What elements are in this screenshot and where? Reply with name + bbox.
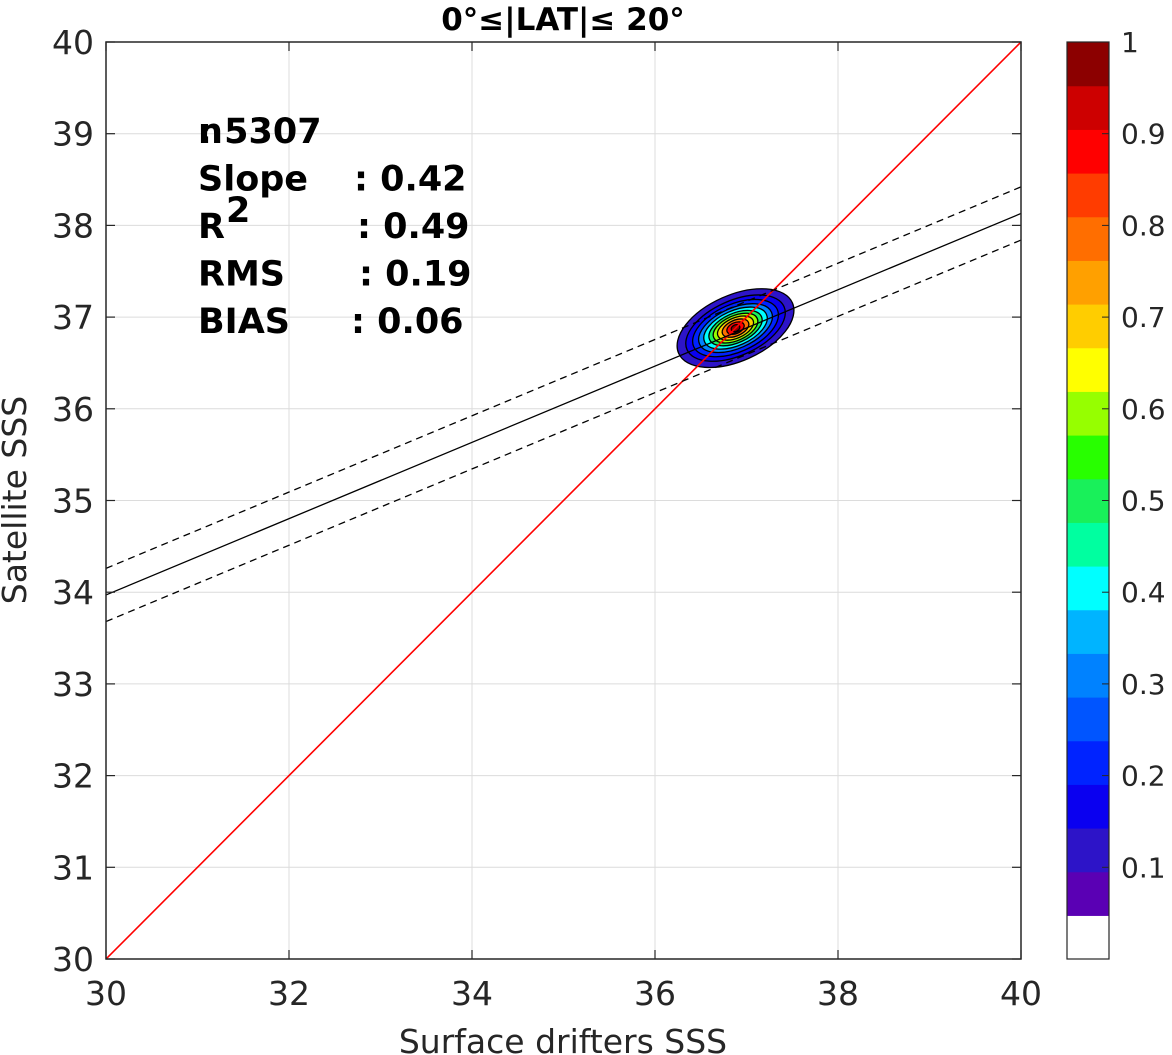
- y-tick-label: 31: [52, 848, 94, 887]
- y-tick-label: 38: [52, 206, 94, 245]
- x-axis-title: Surface drifters SSS: [399, 1022, 727, 1055]
- y-axis-title: Satellite SSS: [0, 396, 34, 605]
- colorbar-segment-12: [1067, 391, 1109, 436]
- stat-value-slope: : 0.42: [354, 160, 467, 200]
- colorbar-segment-1: [1067, 871, 1109, 916]
- stat-label-slope: Slope: [198, 160, 308, 200]
- colorbar-segment-19: [1067, 85, 1109, 130]
- colorbar-tick-label: 0.4: [1121, 576, 1166, 609]
- colorbar-tick-label: 0.1: [1121, 851, 1166, 884]
- stat-label-r: R: [198, 207, 225, 247]
- colorbar-segment-17: [1067, 173, 1109, 218]
- y-tick-label: 37: [52, 298, 94, 337]
- colorbar-segment-14: [1067, 304, 1109, 349]
- grid-lines: [105, 41, 1022, 960]
- y-tick-label: 33: [52, 665, 94, 704]
- y-tick-label: 32: [52, 757, 94, 796]
- colorbar-segment-2: [1067, 828, 1109, 873]
- y-tick-label: 30: [52, 940, 94, 979]
- y-tick-label: 40: [52, 23, 94, 62]
- colorbar-segment-3: [1067, 784, 1109, 829]
- y-tick-label: 34: [52, 573, 94, 612]
- stat-label-rms: RMS: [198, 255, 285, 295]
- identity-line: [106, 42, 1021, 959]
- colorbar-segment-9: [1067, 522, 1109, 567]
- colorbar-segment-11: [1067, 435, 1109, 480]
- stat-value-bias: : 0.06: [351, 302, 464, 342]
- colorbar-tick-label: 1: [1121, 26, 1139, 59]
- stat-label-bias: BIAS: [198, 302, 290, 342]
- colorbar-tick-label: 0.5: [1121, 485, 1166, 518]
- y-tick-label: 35: [52, 482, 94, 521]
- axis-ticks: 30 32 34 36 38 40 30 31 32 33 34 35 36 37 38 39 40: [52, 23, 1042, 1013]
- colorbar-segment-15: [1067, 260, 1109, 305]
- colorbar-tick-label: 0.2: [1121, 760, 1166, 793]
- colorbar-segment-7: [1067, 609, 1109, 654]
- colorbar-tick-label: 0.3: [1121, 668, 1166, 701]
- x-tick-label: 34: [451, 974, 493, 1013]
- colorbar-segment-16: [1067, 216, 1109, 261]
- x-tick-label: 40: [1000, 974, 1042, 1013]
- colorbar-tick-label: 0.6: [1121, 393, 1166, 426]
- colorbar-tick-label: 0.9: [1121, 118, 1166, 151]
- colorbar-segment-6: [1067, 653, 1109, 698]
- lower-bound-line: [106, 239, 1021, 623]
- colorbar-segment-0: [1067, 915, 1109, 960]
- stat-label-n: n: [198, 112, 223, 152]
- stat-label-superscript: 2: [226, 191, 250, 231]
- colorbar: 1 0.9 0.8 0.7 0.6 0.5 0.4 0.3 0.2 0.1: [1066, 26, 1166, 960]
- colorbar-segment-20: [1067, 42, 1109, 87]
- x-tick-label: 38: [817, 974, 859, 1013]
- statistics-annotation: n: 5307 Slope : 0.42 R 2 : 0.49 RMS : 0.19 BIAS:…: [198, 112, 472, 342]
- chart-title: 0°≤|LAT|≤ 20°: [441, 2, 685, 38]
- fit-lines: [106, 42, 1021, 959]
- x-tick-label: 36: [634, 974, 676, 1013]
- x-tick-label: 30: [85, 974, 127, 1013]
- colorbar-segment-13: [1067, 347, 1109, 392]
- upper-bound-line: [106, 186, 1021, 569]
- colorbar-segment-18: [1067, 129, 1109, 174]
- colorbar-segment-4: [1067, 740, 1109, 785]
- stat-value-r: : 0.49: [357, 207, 470, 247]
- colorbar-segment-5: [1067, 697, 1109, 742]
- colorbar-tick-label: 0.8: [1121, 209, 1166, 242]
- colorbar-tick-label: 0.7: [1121, 301, 1166, 334]
- regression-line: [106, 212, 1021, 596]
- colorbar-segment-8: [1067, 566, 1109, 611]
- stat-value-rms: : 0.19: [359, 255, 472, 295]
- stat-value-n: : 5307: [198, 112, 322, 152]
- x-tick-label: 32: [268, 974, 310, 1013]
- y-tick-label: 39: [52, 115, 94, 154]
- y-tick-label: 36: [52, 390, 94, 429]
